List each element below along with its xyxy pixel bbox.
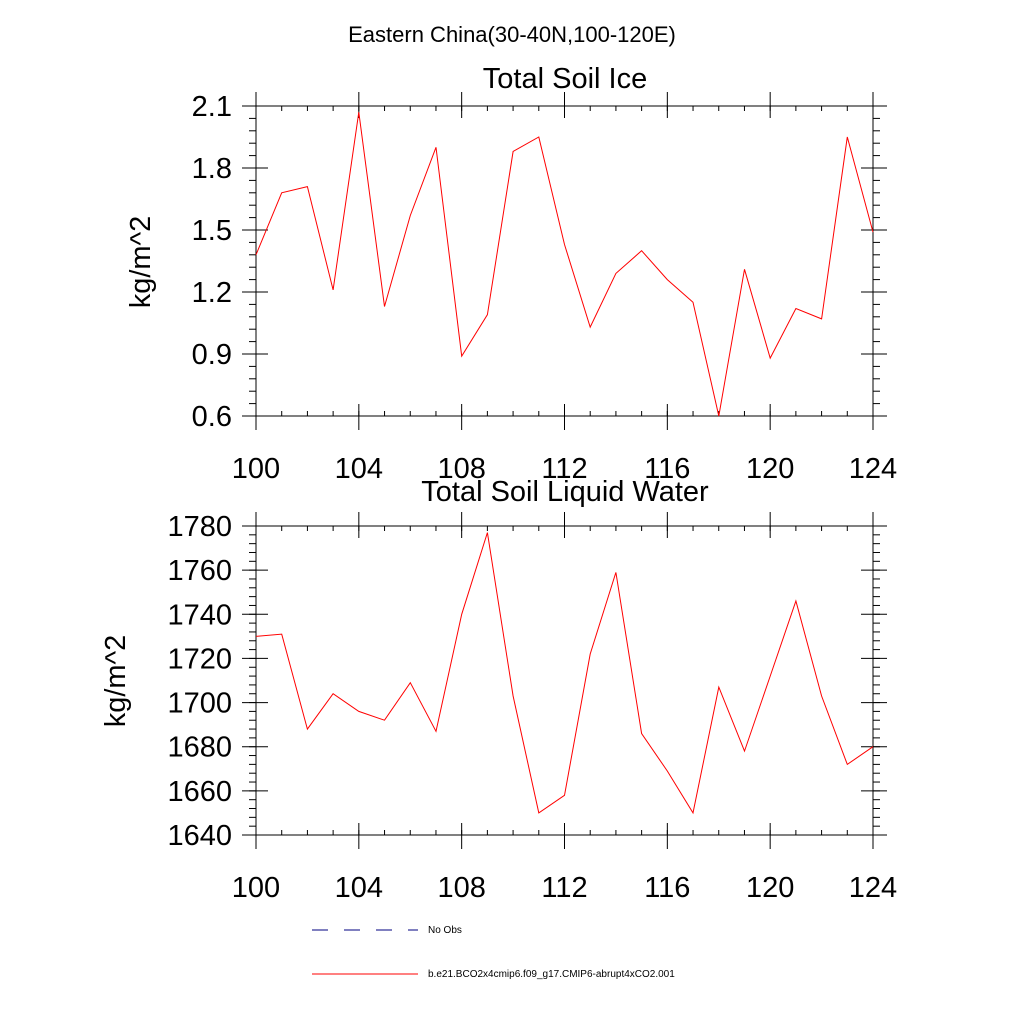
legend: No Obs b.e21.BCO2x4cmip6.f09_g17.CMIP6-a…	[312, 925, 675, 980]
x-tick-label: 120	[746, 453, 794, 485]
y-tick-label: 1680	[167, 732, 232, 764]
y-tick-label: 1.8	[192, 153, 232, 185]
panel-total-soil-liquid-water: Total Soil Liquid Water kg/m^2 100 104 108…	[100, 476, 897, 904]
x-tick-label: 116	[644, 453, 690, 485]
x-tick-label: 112	[541, 872, 587, 904]
plot-frame	[255, 525, 874, 836]
x-tick-label: 124	[849, 872, 897, 904]
y-axis-label-soil-ice: kg/m^2	[125, 216, 157, 309]
legend-label-model: b.e21.BCO2x4cmip6.f09_g17.CMIP6-abrupt4x…	[428, 969, 675, 980]
y-tick-label: 1.2	[192, 277, 232, 309]
y-tick-label: 1780	[167, 511, 232, 543]
y-axis-label-soil-liquid-water: kg/m^2	[100, 635, 132, 728]
legend-label-no-obs: No Obs	[428, 925, 462, 936]
y-tick-label: 1700	[167, 688, 232, 720]
y-tick-label: 0.9	[192, 339, 232, 371]
series-line	[255, 112, 874, 417]
main-title: Eastern China(30-40N,100-120E)	[348, 22, 676, 47]
series-line	[255, 532, 874, 815]
plot-frame	[255, 105, 874, 417]
y-tick-label: 1760	[167, 555, 232, 587]
x-tick-label: 108	[437, 453, 485, 485]
x-tick-label: 104	[335, 453, 383, 485]
y-tick-label: 2.1	[192, 91, 232, 123]
x-tick-label: 112	[541, 453, 587, 485]
panel-title-soil-liquid-water: Total Soil Liquid Water	[421, 476, 709, 508]
x-tick-label: 100	[232, 872, 280, 904]
panel-title-soil-ice: Total Soil Ice	[483, 63, 647, 95]
y-tick-label: 1720	[167, 643, 232, 675]
y-tick-label: 1740	[167, 599, 232, 631]
x-tick-label: 120	[746, 872, 794, 904]
y-tick-label: 1640	[167, 820, 232, 852]
panel-total-soil-ice: Total Soil Ice kg/m^2 100 104 108 112 116 120…	[125, 63, 897, 485]
x-tick-label: 104	[335, 872, 383, 904]
x-tick-label: 100	[232, 453, 280, 485]
y-tick-label: 0.6	[192, 401, 232, 433]
x-tick-label: 124	[849, 453, 897, 485]
x-tick-label: 108	[437, 872, 485, 904]
x-tick-label: 116	[644, 872, 690, 904]
y-tick-label: 1660	[167, 776, 232, 808]
y-tick-label: 1.5	[192, 215, 232, 247]
